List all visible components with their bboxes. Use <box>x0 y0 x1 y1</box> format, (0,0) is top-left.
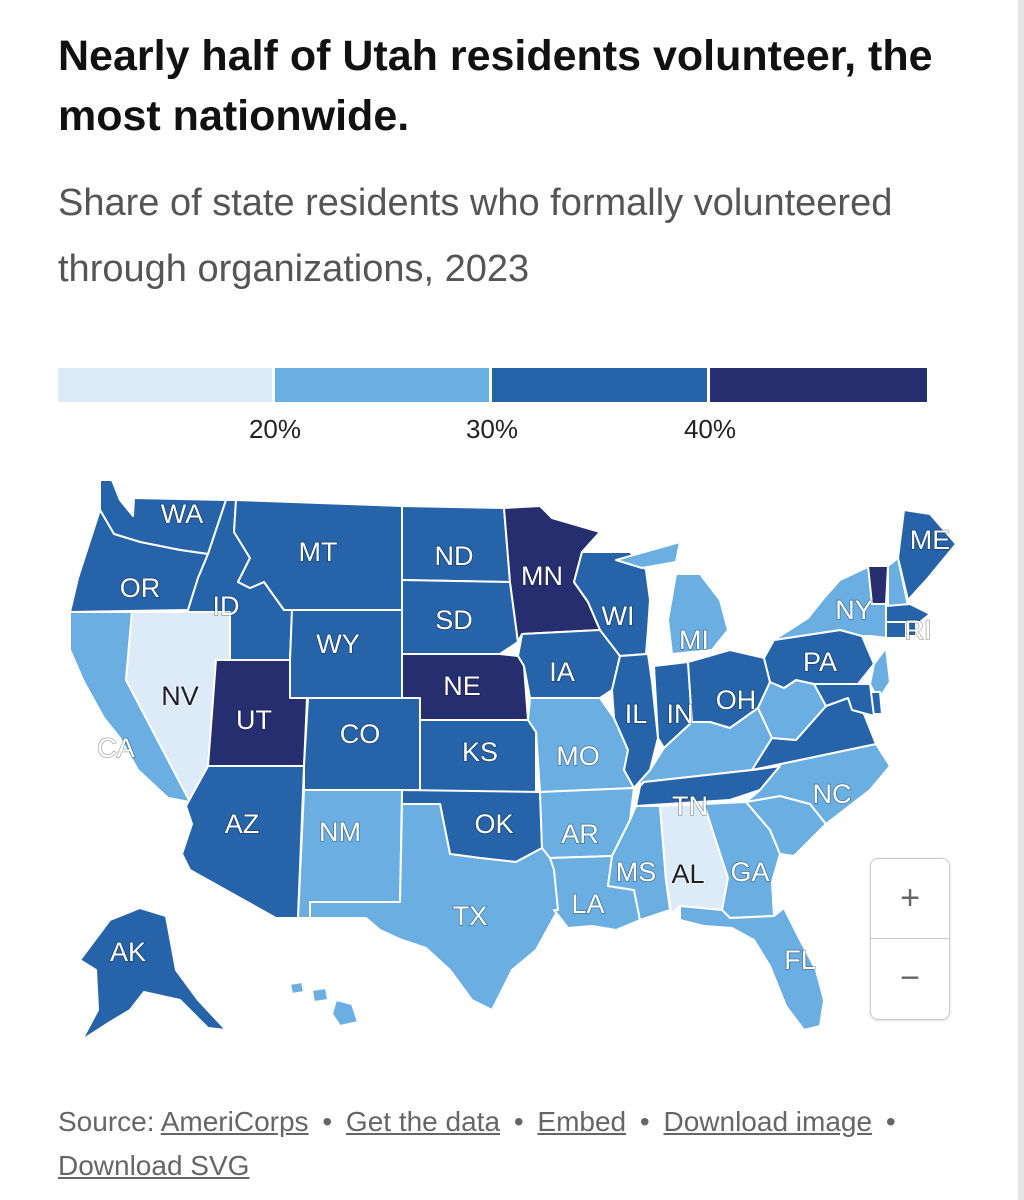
separator: • <box>513 1106 524 1137</box>
state-label-ok: OK <box>474 809 513 839</box>
source-prefix: Source: <box>58 1106 155 1137</box>
state-nm[interactable] <box>297 789 403 919</box>
state-label-la: LA <box>571 889 604 919</box>
state-label-az: AZ <box>225 809 260 839</box>
state-ms[interactable] <box>607 805 671 921</box>
state-label-ny: NY <box>835 595 873 625</box>
state-label-ca: CA <box>97 733 135 763</box>
legend-bin-20-30 <box>275 368 489 402</box>
download-image-link[interactable]: Download image <box>663 1106 873 1137</box>
state-label-ms: MS <box>616 857 657 887</box>
state-label-mn: MN <box>521 561 563 591</box>
state-label-pa: PA <box>803 647 837 677</box>
zoom-out-button[interactable]: − <box>900 959 920 997</box>
state-md[interactable] <box>813 683 875 717</box>
footer: Source: AmeriCorps • Get the data • Embe… <box>58 1100 958 1188</box>
legend-tick-20: 20% <box>248 414 302 444</box>
state-label-ia: IA <box>549 657 575 687</box>
state-label-co: CO <box>340 719 381 749</box>
state-label-al: AL <box>671 859 704 889</box>
state-label-ri: RI <box>905 615 932 645</box>
state-label-id: ID <box>213 591 240 621</box>
legend: 20% 30% 40% <box>58 368 930 448</box>
state-label-wa: WA <box>161 499 204 529</box>
state-label-nd: ND <box>435 541 474 571</box>
state-label-ak: AK <box>110 937 146 967</box>
state-label-ga: GA <box>730 857 769 887</box>
state-label-ne: NE <box>443 671 481 701</box>
state-label-sd: SD <box>435 605 473 635</box>
state-label-oh: OH <box>716 685 757 715</box>
state-wi[interactable] <box>573 551 651 657</box>
zoom-control: + − <box>870 858 950 1020</box>
separator: • <box>639 1106 650 1137</box>
state-label-tx: TX <box>453 901 488 931</box>
legend-tick-30: 30% <box>465 414 519 444</box>
state-label-ar: AR <box>561 819 599 849</box>
legend-bin-30-40 <box>492 368 707 402</box>
state-label-mi: MI <box>679 625 709 655</box>
state-fl[interactable] <box>679 905 825 1031</box>
legend-bin-under-20 <box>58 368 272 402</box>
state-label-nc: NC <box>813 779 852 809</box>
embed-link[interactable]: Embed <box>537 1106 627 1137</box>
state-mi[interactable] <box>615 541 729 655</box>
us-map-svg[interactable]: WA OR CA ID NV UT AZ MT WY CO NM ND SD NE KS OK TX MN IA MO… <box>40 470 960 1070</box>
state-ks[interactable] <box>419 719 537 793</box>
download-svg-link[interactable]: Download SVG <box>58 1150 250 1181</box>
state-label-ks: KS <box>462 737 498 767</box>
state-nj[interactable] <box>869 647 891 701</box>
legend-bin-40-plus <box>710 368 927 402</box>
state-label-tn: TN <box>672 791 708 821</box>
separator: • <box>885 1106 896 1137</box>
state-label-mo: MO <box>556 741 600 771</box>
state-ak[interactable] <box>79 907 227 1041</box>
state-sd[interactable] <box>401 579 519 655</box>
source-link-americorps[interactable]: AmeriCorps <box>160 1106 309 1137</box>
state-az[interactable] <box>181 765 305 919</box>
state-tx[interactable] <box>309 803 559 1011</box>
chart-title: Nearly half of Utah residents volunteer,… <box>58 32 933 140</box>
state-label-il: IL <box>625 699 648 729</box>
state-label-me: ME <box>910 525 951 555</box>
state-label-fl: FL <box>784 945 816 975</box>
separator: • <box>322 1106 333 1137</box>
state-label-wi: WI <box>602 601 635 631</box>
state-label-in: IN <box>667 699 694 729</box>
us-map[interactable]: WA OR CA ID NV UT AZ MT WY CO NM ND SD NE KS OK TX MN IA MO… <box>40 470 960 1070</box>
state-hi[interactable] <box>289 981 359 1027</box>
chart-subtitle: Share of state residents who formally vo… <box>58 182 893 290</box>
state-label-wy: WY <box>316 629 360 659</box>
legend-tick-40: 40% <box>683 414 737 444</box>
get-data-link[interactable]: Get the data <box>345 1106 501 1137</box>
frame-edge <box>1018 0 1024 1200</box>
state-vt[interactable] <box>867 565 889 605</box>
state-label-or: OR <box>120 573 161 603</box>
state-me[interactable] <box>897 509 957 601</box>
state-label-mt: MT <box>299 537 338 567</box>
state-label-nv: NV <box>161 681 199 711</box>
zoom-in-button[interactable]: + <box>871 859 949 939</box>
state-label-ut: UT <box>236 705 272 735</box>
state-ma[interactable] <box>885 603 931 623</box>
state-label-nm: NM <box>319 817 361 847</box>
state-ct[interactable] <box>885 621 907 639</box>
